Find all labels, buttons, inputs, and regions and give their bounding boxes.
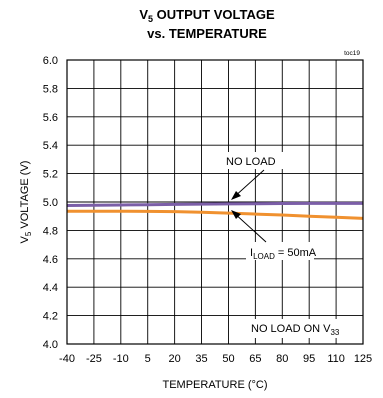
x-tick-label: -25: [86, 353, 102, 365]
chart-title-line2: vs. TEMPERATURE: [147, 26, 267, 41]
annotation-no-load-v33-text: NO LOAD ON V33: [251, 323, 340, 337]
x-tick-label: 35: [195, 353, 207, 365]
annotation-no-load-v33: NO LOAD ON V33: [248, 319, 360, 338]
annotation-no-load-arrowhead: [231, 191, 241, 200]
x-tick-labels: -40 -25 -10 5 20 35 50 65 80 95 110 125: [59, 353, 372, 365]
y-tick-label: 6.0: [43, 55, 58, 67]
x-tick-label: 20: [169, 353, 181, 365]
y-tick-label: 4.0: [43, 339, 58, 351]
y-tick-labels: 4.0 4.2 4.4 4.6 4.8 5.0 5.2 5.4 5.6 5.8 6.0: [43, 55, 58, 351]
chart-code-label: toc19: [344, 50, 360, 57]
x-tick-label: -40: [59, 353, 75, 365]
y-axis-label: V5 VOLTAGE (V): [19, 161, 33, 244]
y-tick-label: 4.8: [43, 225, 58, 237]
y-tick-label: 5.6: [43, 112, 58, 124]
annotation-iload-text: ILOAD = 50mA: [250, 247, 317, 261]
annotation-iload-arrow: [232, 211, 267, 243]
y-tick-label: 4.6: [43, 254, 58, 266]
annotation-no-load: NO LOAD: [218, 152, 284, 200]
y-tick-label: 4.2: [43, 311, 58, 323]
x-tick-label: 95: [303, 353, 315, 365]
y-tick-label: 5.0: [43, 197, 58, 209]
x-tick-label: -10: [113, 353, 129, 365]
x-tick-label: 110: [327, 353, 345, 365]
chart-title-line1: V5 OUTPUT VOLTAGE: [139, 7, 275, 24]
annotation-iload-arrowhead: [231, 210, 241, 219]
series-group: [66, 201, 364, 220]
x-tick-label: 65: [249, 353, 261, 365]
x-tick-label: 5: [145, 353, 151, 365]
x-tick-label: 80: [276, 353, 288, 365]
y-tick-label: 5.4: [43, 140, 58, 152]
y-tick-label: 5.8: [43, 83, 58, 95]
annotation-no-load-v33-bg: [248, 319, 360, 338]
series-line-1: [67, 209, 364, 220]
annotation-no-load-bg: [218, 152, 284, 169]
annotation-iload-bg: [246, 242, 314, 260]
plot-frame: [66, 59, 364, 345]
annotation-iload: ILOAD = 50mA: [231, 210, 317, 261]
series-line-0: [66, 201, 363, 208]
y-tick-label: 5.2: [43, 169, 58, 181]
x-axis-label: TEMPERATURE (°C): [162, 379, 267, 391]
annotation-no-load-text: NO LOAD: [226, 156, 276, 168]
y-tick-label: 4.4: [43, 282, 58, 294]
x-tick-label: 125: [354, 353, 372, 365]
x-tick-label: 50: [222, 353, 234, 365]
